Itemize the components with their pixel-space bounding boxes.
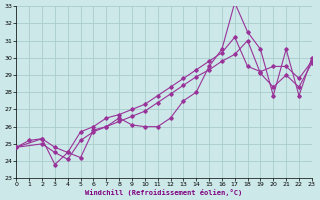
X-axis label: Windchill (Refroidissement éolien,°C): Windchill (Refroidissement éolien,°C) bbox=[85, 189, 243, 196]
